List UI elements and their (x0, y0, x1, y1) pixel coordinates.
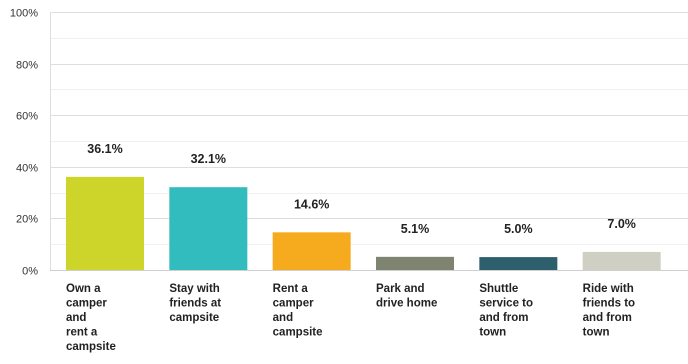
x-category-label: Stay with friends at campsite (169, 283, 221, 324)
x-category-label: Ride with friends to and from town (583, 283, 635, 339)
y-tick-label: 80% (16, 60, 38, 72)
bar-value-label: 7.0% (607, 217, 636, 231)
bar[interactable] (376, 256, 454, 270)
bar[interactable] (582, 251, 661, 270)
bar-value-label: 32.1% (191, 152, 226, 166)
y-tick-label: 0% (22, 266, 38, 278)
x-category-label: Own a camper and rent a campsite (66, 283, 116, 353)
y-tick-label: 40% (16, 163, 38, 175)
bar[interactable] (66, 176, 144, 270)
y-axis: 0% 20% 40% 60% 80% 100% (10, 8, 51, 278)
bar-value-label: 14.6% (294, 197, 329, 211)
bar[interactable] (479, 257, 558, 270)
y-tick-label: 60% (16, 111, 38, 123)
x-category-label: Rent a camper and campsite (273, 283, 323, 339)
data-labels: 36.1% 32.1% 14.6% 5.1% 5.0% 7.0% (87, 142, 636, 236)
x-category-label: Shuttle service to and from town (479, 283, 533, 339)
y-tick-label: 100% (10, 8, 38, 20)
x-category-label: Park and drive home (376, 283, 437, 310)
x-axis: Own a camper and rent a campsite Stay with fri… (66, 283, 635, 353)
bar-value-label: 36.1% (87, 142, 122, 156)
bars (66, 176, 661, 270)
bar[interactable] (169, 187, 248, 270)
bar-value-label: 5.0% (504, 222, 533, 236)
bar[interactable] (272, 232, 351, 270)
bar-value-label: 5.1% (401, 222, 430, 236)
y-tick-label: 20% (16, 214, 38, 226)
grid-lines (50, 12, 688, 271)
